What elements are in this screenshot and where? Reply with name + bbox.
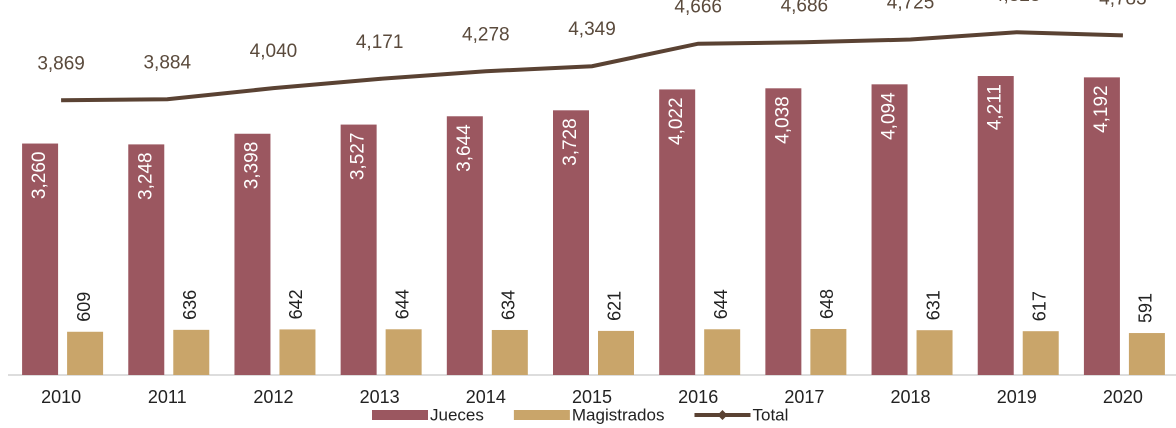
x-tick-label: 2011 xyxy=(148,387,187,407)
bar xyxy=(1128,333,1165,375)
value-label: 644 xyxy=(711,289,731,319)
value-label: 3,260 xyxy=(29,152,50,200)
bar xyxy=(659,89,696,376)
legend: Jueces Magistrados Total xyxy=(372,405,788,424)
bar xyxy=(128,144,165,375)
value-label: 3,398 xyxy=(241,142,262,190)
bar xyxy=(446,116,483,375)
value-label: 4,192 xyxy=(1091,85,1112,133)
value-label: 631 xyxy=(923,290,943,320)
value-label: 4,725 xyxy=(887,0,935,14)
x-tick-label: 2010 xyxy=(41,387,81,407)
value-label: 648 xyxy=(817,289,837,319)
value-label: 4,783 xyxy=(1099,0,1147,9)
value-label: 4,686 xyxy=(781,0,829,16)
value-label: 3,644 xyxy=(454,124,475,172)
value-label: 609 xyxy=(74,292,94,322)
bar xyxy=(385,329,422,375)
value-label: 636 xyxy=(180,290,200,320)
legend-marker xyxy=(717,410,728,420)
bar xyxy=(279,329,316,375)
bar xyxy=(704,329,741,375)
legend-label: Total xyxy=(752,405,788,424)
x-tick-label: 2019 xyxy=(997,387,1037,407)
x-tick-label: 2018 xyxy=(891,387,931,407)
value-label: 4,038 xyxy=(772,96,793,144)
value-label: 3,248 xyxy=(135,152,156,200)
value-label: 4,278 xyxy=(462,24,510,45)
value-label: 4,022 xyxy=(666,97,687,145)
value-label: 4,349 xyxy=(568,19,616,40)
value-label: 3,884 xyxy=(143,52,191,73)
bar xyxy=(810,328,847,375)
value-label: 3,728 xyxy=(560,118,581,166)
x-tick-label: 2017 xyxy=(784,387,824,407)
x-tick-label: 2016 xyxy=(678,387,718,407)
bar xyxy=(916,330,953,375)
value-label: 4,094 xyxy=(879,92,900,140)
bar xyxy=(1022,331,1059,375)
value-label: 4,171 xyxy=(356,32,404,53)
legend-label: Jueces xyxy=(430,405,484,424)
value-label: 644 xyxy=(392,289,412,319)
x-tick-label: 2012 xyxy=(253,387,293,407)
bar xyxy=(234,133,271,375)
bar xyxy=(871,84,908,376)
value-label: 3,869 xyxy=(37,53,85,74)
bar xyxy=(1083,77,1120,376)
bar xyxy=(553,110,589,375)
x-tick-label: 2015 xyxy=(572,387,612,407)
x-tick-label: 2014 xyxy=(466,387,506,407)
bar xyxy=(22,143,59,375)
total-line xyxy=(61,30,1123,103)
value-label: 4,040 xyxy=(250,41,298,62)
value-label: 4,666 xyxy=(674,0,722,18)
value-label: 621 xyxy=(605,291,625,321)
bar xyxy=(765,88,802,375)
x-tick-label: 2013 xyxy=(360,387,400,407)
bar xyxy=(598,330,634,375)
bar xyxy=(67,331,104,375)
bar xyxy=(340,124,377,375)
bar xyxy=(491,329,528,375)
value-label: 634 xyxy=(499,290,519,320)
legend-label: Magistrados xyxy=(572,405,665,424)
legend-swatch xyxy=(513,410,570,420)
value-label: 617 xyxy=(1029,291,1049,321)
value-label: 642 xyxy=(286,289,306,319)
bar xyxy=(173,329,210,375)
value-label: 4,211 xyxy=(985,84,1006,130)
bar xyxy=(977,76,1014,376)
x-tick-label: 2020 xyxy=(1103,387,1143,407)
value-label: 591 xyxy=(1136,293,1156,323)
value-label: 3,527 xyxy=(348,133,369,181)
value-label: 4,828 xyxy=(993,0,1041,6)
legend-swatch xyxy=(372,410,428,420)
